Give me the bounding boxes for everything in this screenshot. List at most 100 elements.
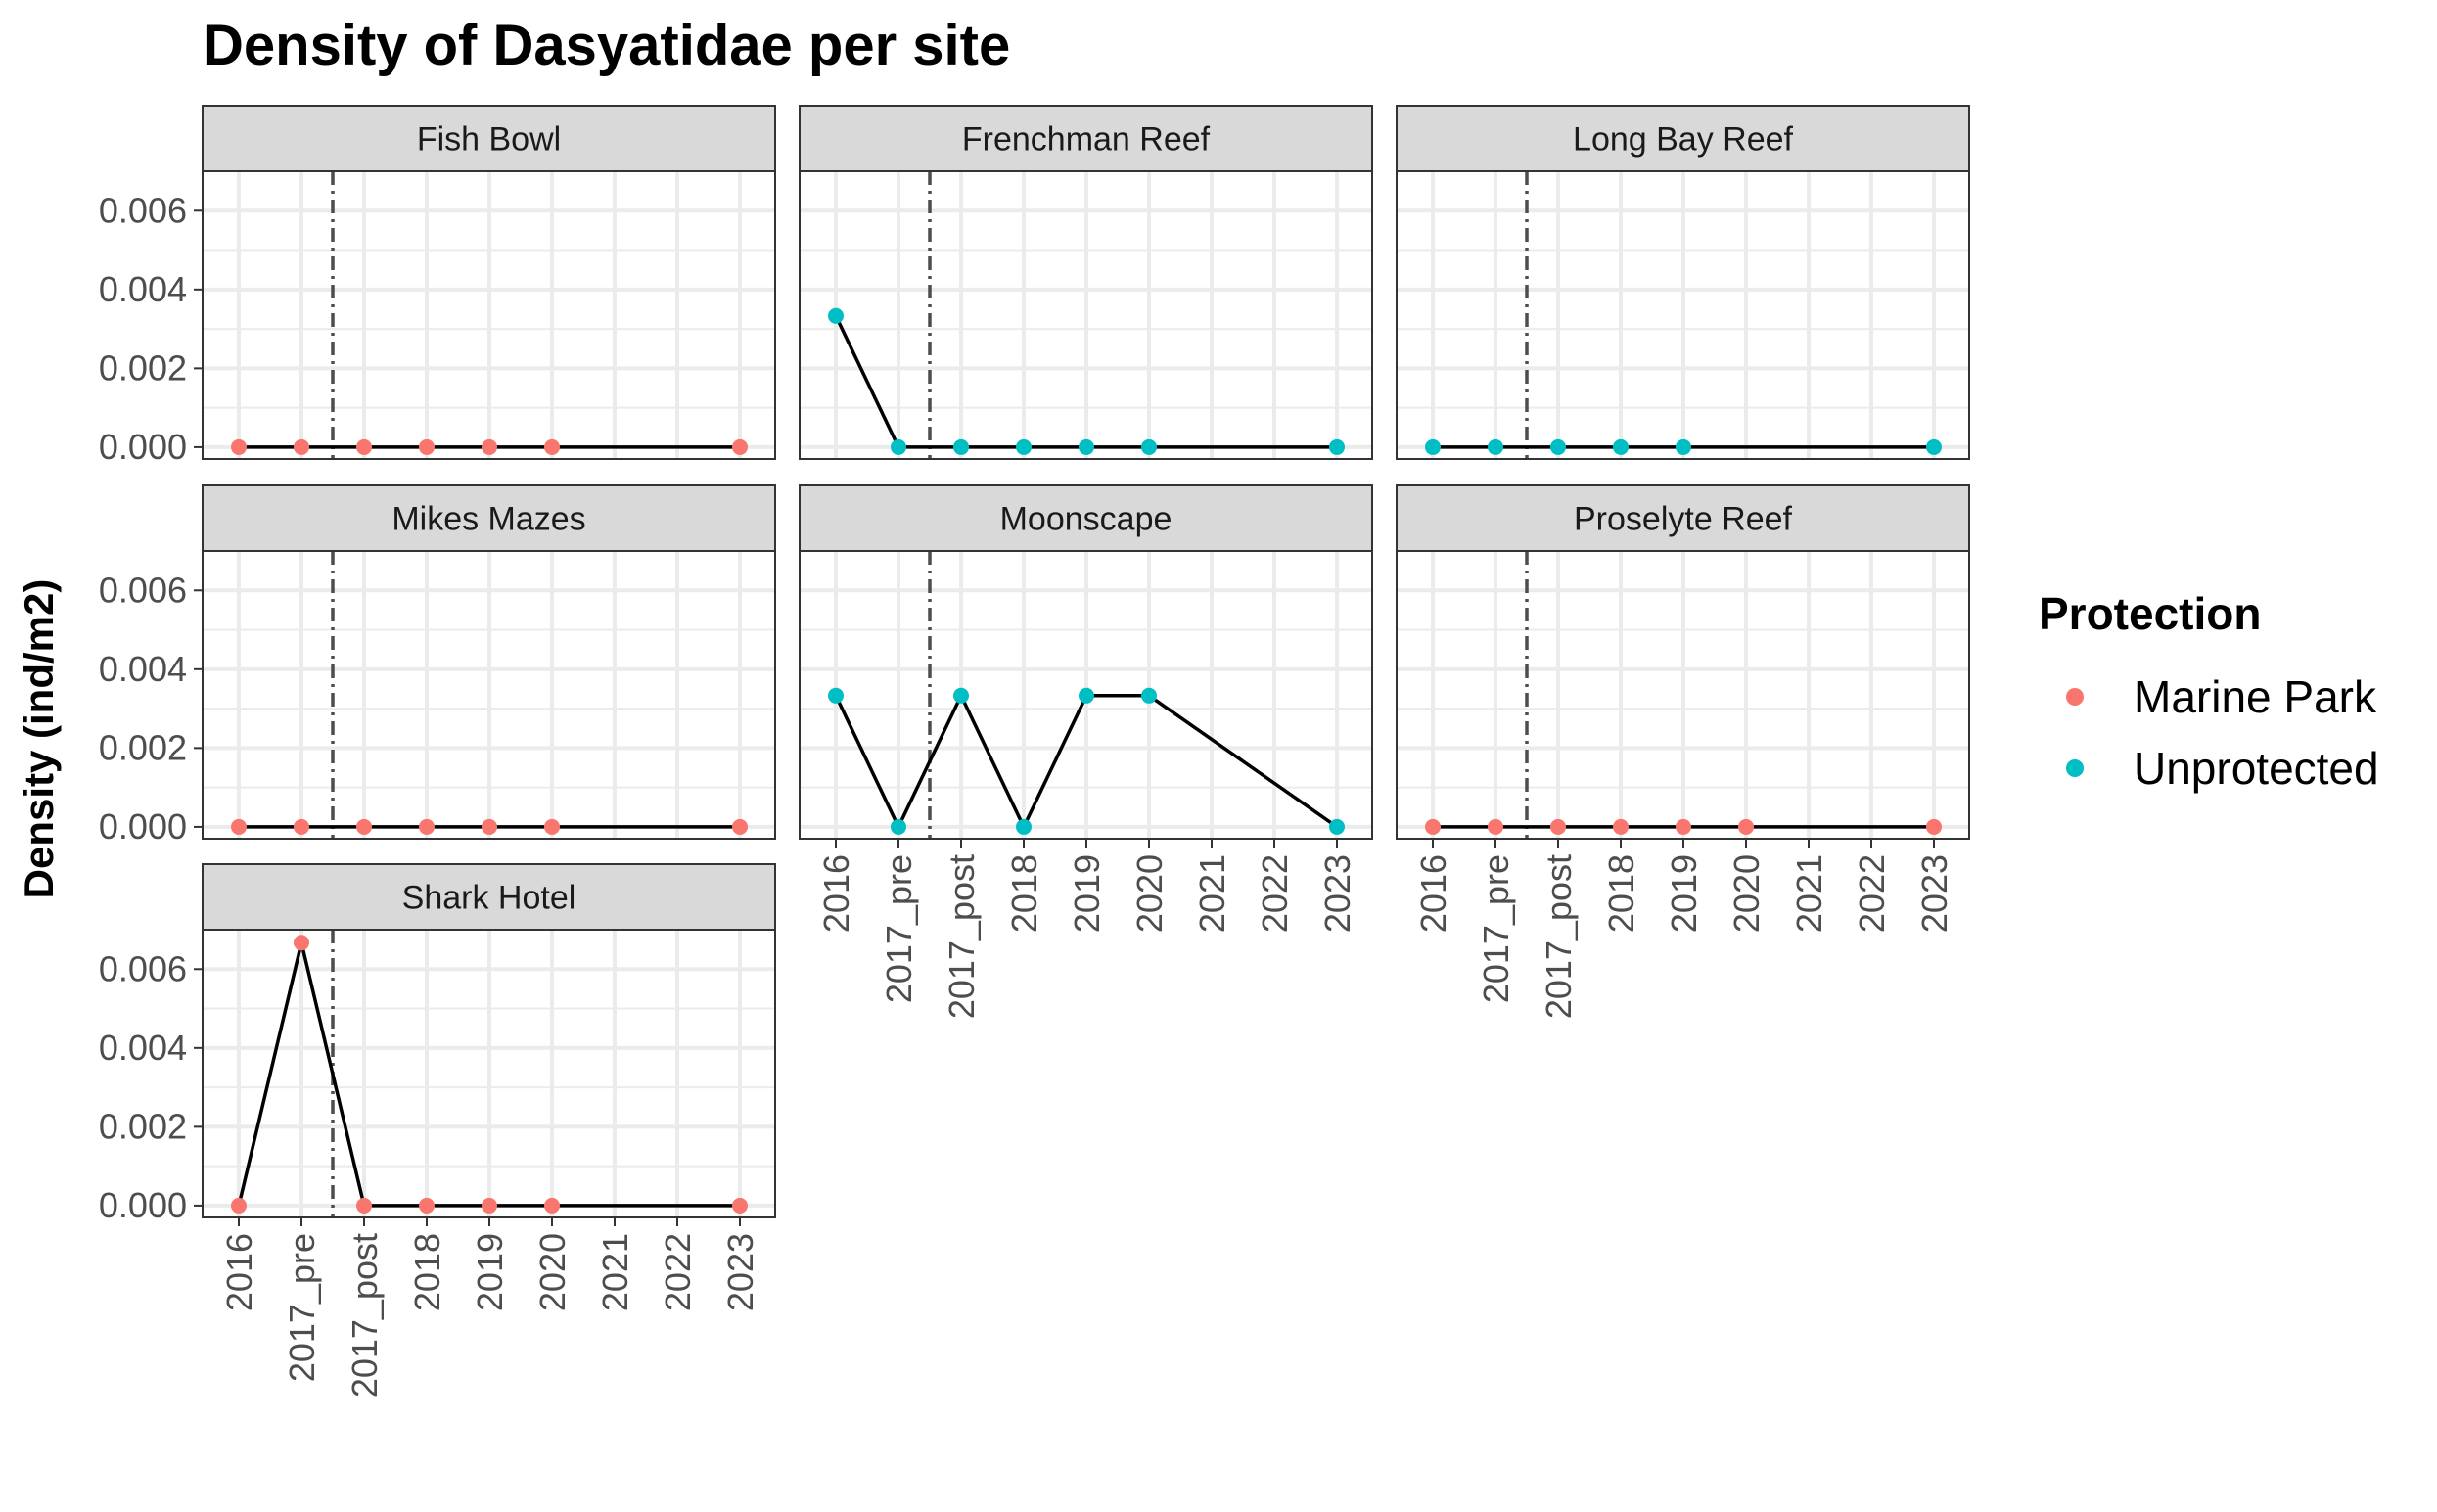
x-tick-label: 2017_post (1539, 854, 1579, 1019)
data-point (891, 438, 906, 455)
x-tick-label: 2018 (407, 1233, 447, 1311)
data-point (1141, 687, 1157, 704)
data-point (1488, 438, 1503, 455)
panel-strip (1396, 105, 1970, 172)
panel-strip-label: Moonscape (1000, 501, 1173, 538)
x-tick-label: 2022 (1852, 854, 1892, 933)
x-tick-label: 2020 (532, 1233, 573, 1311)
legend-title: Protection (2039, 588, 2261, 639)
y-tick-label: 0.006 (99, 948, 187, 988)
data-point (419, 438, 435, 455)
data-point (231, 1197, 247, 1214)
data-point (356, 1197, 372, 1214)
chart-title: Density of Dasyatidae per site (203, 14, 1010, 77)
data-point (891, 818, 906, 835)
data-point (732, 1197, 748, 1214)
panel-strip (799, 105, 1373, 172)
data-point (1079, 687, 1094, 704)
panel-strip (202, 863, 776, 931)
data-point (953, 438, 969, 455)
x-tick-label: 2018 (1004, 854, 1044, 933)
data-point (544, 438, 560, 455)
panel-strip (1396, 484, 1970, 552)
x-tick-label: 2017_pre (282, 1233, 322, 1382)
data-point (1926, 438, 1942, 455)
y-tick-label: 0.004 (99, 269, 187, 309)
y-tick-label: 0.000 (99, 427, 187, 467)
x-tick-label: 2019 (470, 1233, 510, 1311)
panel-border (1396, 170, 1970, 460)
legend-label-marine-park: Marine Park (2134, 671, 2377, 722)
data-point (1613, 438, 1629, 455)
data-point (294, 438, 309, 455)
x-tick-label: 2017_post (942, 854, 982, 1019)
x-tick-label: 2019 (1067, 854, 1107, 933)
panel-strip (202, 484, 776, 552)
panel-mikes-mazes: Mikes Mazes 0.000 0.002 0.004 0.006 (99, 484, 776, 847)
panel-strip-label: Proselyte Reef (1574, 501, 1793, 538)
data-point (482, 818, 497, 835)
x-tick-label: 2016 (816, 854, 856, 933)
data-point (1488, 818, 1503, 835)
data-point (1926, 818, 1942, 835)
x-tick-label: 2021 (1192, 854, 1232, 933)
data-point (294, 818, 309, 835)
data-point (1550, 438, 1566, 455)
panel-strip-label: Mikes Mazes (391, 501, 585, 538)
x-tick-label: 2023 (720, 1233, 760, 1311)
data-point (419, 818, 435, 835)
data-point (482, 438, 497, 455)
x-tick-label: 2023 (1317, 854, 1357, 933)
panel-border (202, 170, 776, 460)
x-tick-label: 2017_post (345, 1233, 385, 1397)
x-tick-label: 2019 (1664, 854, 1704, 933)
data-point (1425, 438, 1441, 455)
data-point (1141, 438, 1157, 455)
panel-long-bay-reef: Long Bay Reef (1396, 105, 1970, 460)
y-tick-label: 0.004 (99, 649, 187, 689)
x-tick-label: 2021 (595, 1233, 635, 1311)
panel-proselyte-reef: Proselyte Reef 2016 2017_pre 2017_post 2018 2… (1396, 484, 1970, 1019)
panel-strip-label: Shark Hotel (402, 880, 576, 917)
data-point (356, 438, 372, 455)
data-point (953, 687, 969, 704)
data-point (1016, 438, 1032, 455)
x-tick-label: 2016 (1413, 854, 1453, 933)
y-tick-label: 0.004 (99, 1028, 187, 1068)
panel-shark-hotel: Shark Hotel 0.000 0.002 0.004 0.006 2016 2017_… (99, 863, 776, 1397)
panel-border (799, 170, 1373, 460)
data-point (1676, 818, 1691, 835)
data-point (1550, 818, 1566, 835)
y-tick-label: 0.006 (99, 570, 187, 610)
data-point (732, 818, 748, 835)
data-point (231, 818, 247, 835)
panel-strip (799, 484, 1373, 552)
legend-key-unprotected (2066, 759, 2084, 777)
data-point (1425, 818, 1441, 835)
data-point (294, 935, 309, 951)
data-point (544, 818, 560, 835)
x-tick-label: 2023 (1914, 854, 1954, 933)
panel-border (202, 550, 776, 840)
legend: Marine Park Unprotected (2066, 671, 2379, 794)
x-tick-label: 2016 (219, 1233, 259, 1311)
panel-frenchman-reef: Frenchman Reef (799, 105, 1373, 460)
legend-label-unprotected: Unprotected (2134, 743, 2379, 794)
x-tick-label: 2020 (1129, 854, 1170, 933)
data-point (1676, 438, 1691, 455)
panel-fish-bowl: Fish Bowl 0.000 0.002 0.004 0.006 (99, 105, 776, 467)
y-tick-label: 0.006 (99, 190, 187, 230)
y-tick-label: 0.002 (99, 1106, 187, 1146)
y-tick-label: 0.002 (99, 727, 187, 767)
y-axis-title: Density (ind/m2) (16, 579, 62, 899)
x-tick-label: 2017_pre (879, 854, 919, 1003)
data-point (1329, 818, 1345, 835)
panel-strip-label: Frenchman Reef (962, 121, 1211, 159)
data-point (544, 1197, 560, 1214)
y-tick-label: 0.002 (99, 347, 187, 388)
x-tick-label: 2021 (1789, 854, 1829, 933)
x-tick-label: 2018 (1601, 854, 1641, 933)
data-point (1329, 438, 1345, 455)
